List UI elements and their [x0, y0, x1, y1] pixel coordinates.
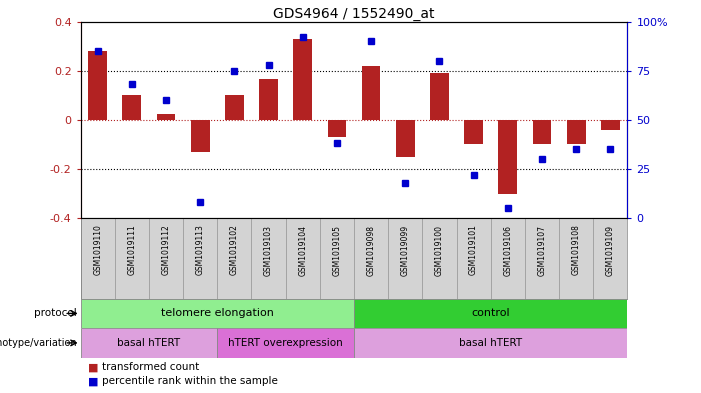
Bar [327, 120, 346, 137]
Text: ■: ■ [88, 362, 98, 373]
Text: percentile rank within the sample: percentile rank within the sample [102, 376, 278, 386]
Text: basal hTERT: basal hTERT [117, 338, 181, 348]
Text: GSM1019113: GSM1019113 [196, 224, 205, 275]
Text: hTERT overexpression: hTERT overexpression [229, 338, 343, 348]
Text: genotype/variation: genotype/variation [0, 338, 77, 348]
Bar [396, 120, 415, 157]
Text: GSM1019111: GSM1019111 [128, 224, 137, 275]
Text: GSM1019110: GSM1019110 [93, 224, 102, 275]
Text: basal hTERT: basal hTERT [459, 338, 522, 348]
Text: ■: ■ [88, 376, 98, 386]
Bar [81, 328, 217, 358]
Bar [362, 66, 381, 120]
Bar [217, 328, 354, 358]
Text: GSM1019107: GSM1019107 [538, 224, 547, 275]
Bar [354, 299, 627, 328]
Text: GSM1019108: GSM1019108 [571, 224, 580, 275]
Text: GSM1019109: GSM1019109 [606, 224, 615, 275]
Text: GSM1019103: GSM1019103 [264, 224, 273, 275]
Bar [498, 120, 517, 193]
Bar [88, 51, 107, 120]
Bar [123, 95, 142, 120]
Text: GSM1019099: GSM1019099 [401, 224, 410, 275]
Bar [533, 120, 552, 144]
Text: control: control [471, 309, 510, 318]
Text: GSM1019104: GSM1019104 [298, 224, 307, 275]
Bar [354, 328, 627, 358]
Bar [601, 120, 620, 130]
Text: GSM1019098: GSM1019098 [367, 224, 376, 275]
Text: telomere elongation: telomere elongation [161, 309, 274, 318]
Text: GSM1019105: GSM1019105 [332, 224, 341, 275]
Title: GDS4964 / 1552490_at: GDS4964 / 1552490_at [273, 7, 435, 20]
Bar [430, 73, 449, 120]
Bar [225, 95, 244, 120]
Text: protocol: protocol [34, 309, 77, 318]
Bar [293, 39, 312, 120]
Bar [464, 120, 483, 144]
Bar [81, 299, 354, 328]
Bar [259, 79, 278, 120]
Text: GSM1019102: GSM1019102 [230, 224, 239, 275]
Bar [191, 120, 210, 152]
Text: transformed count: transformed count [102, 362, 199, 373]
Bar [566, 120, 585, 144]
Text: GSM1019106: GSM1019106 [503, 224, 512, 275]
Text: GSM1019101: GSM1019101 [469, 224, 478, 275]
Text: GSM1019100: GSM1019100 [435, 224, 444, 275]
Text: GSM1019112: GSM1019112 [161, 224, 170, 275]
Bar [156, 114, 175, 120]
